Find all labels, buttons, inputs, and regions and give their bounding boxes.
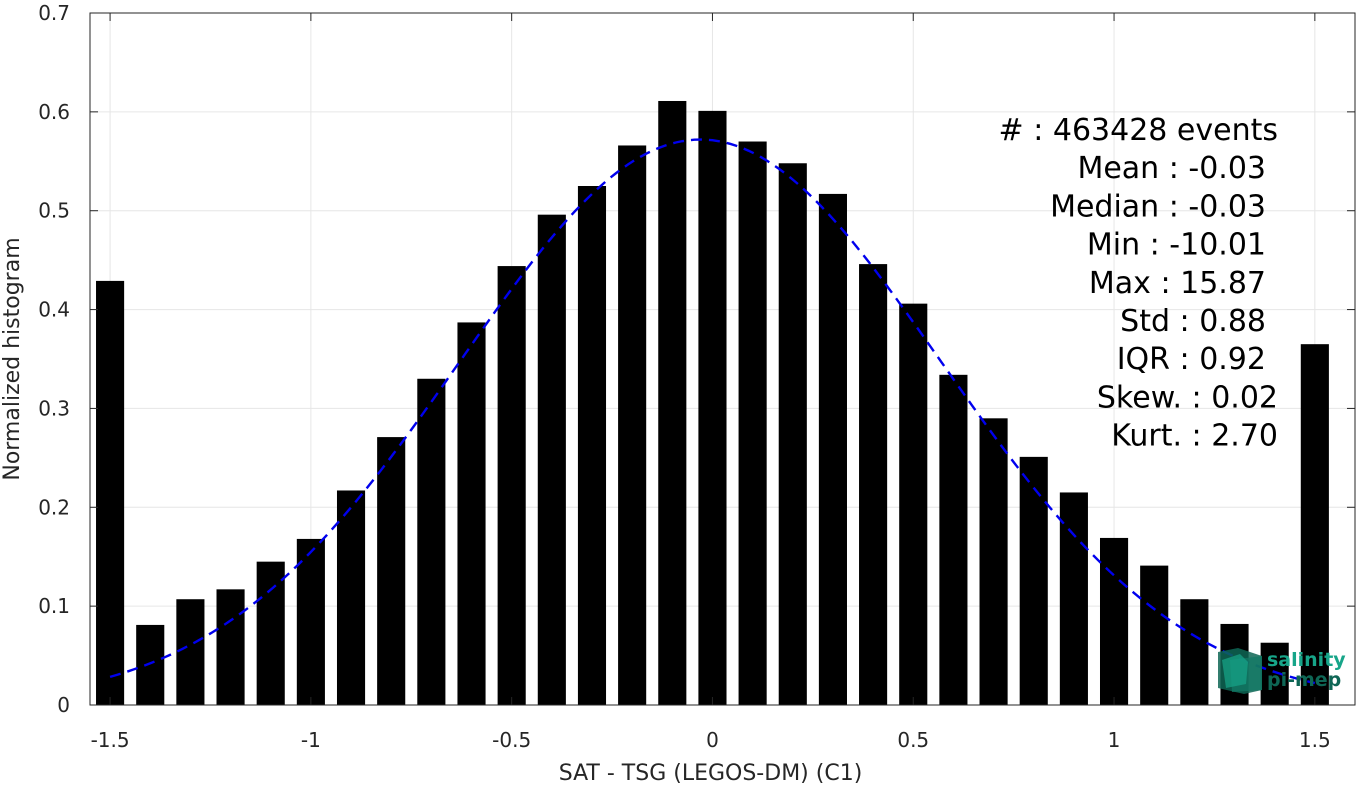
bar-26 [1140, 565, 1169, 705]
bar-18 [818, 193, 847, 705]
bar-22 [979, 418, 1008, 705]
bar-16 [738, 141, 767, 705]
y-tick-label-6: 0.6 [38, 100, 70, 124]
bar-24 [1059, 492, 1088, 705]
stats-line-4: Max : 15.87 [1089, 266, 1266, 301]
stats-line-5: Std : 0.88 [1120, 304, 1266, 339]
fit-curve [109, 138, 1316, 685]
x-tick-label-4: 0.5 [897, 728, 929, 752]
bar-10 [497, 266, 526, 705]
x-tick-label-2: -0.5 [492, 728, 531, 752]
bar-19 [859, 264, 888, 705]
x-tick-label-1: -1 [301, 728, 321, 752]
stats-line-8: Kurt. : 2.70 [1111, 419, 1278, 454]
bar-29 [1260, 642, 1289, 705]
logo-text-line2: pi-mep [1267, 669, 1341, 691]
y-tick-label-5: 0.5 [38, 199, 70, 223]
bar-1 [136, 624, 165, 705]
salinity-pimep-logo: salinity pi-mep [1218, 648, 1346, 694]
bar-6 [336, 490, 366, 705]
bar-9 [457, 322, 486, 705]
bar-27 [1180, 599, 1209, 705]
bar-20 [899, 303, 928, 705]
y-tick-label-4: 0.4 [38, 298, 70, 322]
bar-4 [256, 561, 285, 705]
axes-frame [89, 12, 1356, 706]
stats-line-7: Skew. : 0.02 [1097, 380, 1278, 415]
x-tick-label-3: 0 [706, 728, 719, 752]
bar-5 [296, 538, 325, 705]
bar-23 [1019, 456, 1048, 705]
y-tick-label-2: 0.2 [38, 495, 70, 519]
bar-11 [537, 214, 566, 705]
stats-line-1: Mean : -0.03 [1077, 151, 1266, 186]
bars [96, 100, 1329, 706]
bar-15 [698, 110, 727, 705]
x-axis-ticks: -1.5 -1 -0.5 0 0.5 1 1.5 [91, 13, 1331, 752]
x-tick-label-6: 1.5 [1299, 728, 1331, 752]
cube-icon [1218, 648, 1262, 694]
bar-7 [377, 437, 406, 705]
stats-line-3: Min : -10.01 [1087, 228, 1266, 263]
bar-25 [1099, 537, 1129, 705]
bar-8 [417, 378, 446, 705]
stats-line-6: IQR : 0.92 [1117, 342, 1266, 377]
x-axis-label: SAT - TSG (LEGOS-DM) (C1) [559, 761, 863, 785]
y-tick-label-3: 0.3 [38, 396, 70, 420]
stats-line-2: Median : -0.03 [1050, 189, 1266, 224]
stats-line-0: # : 463428 events [999, 113, 1278, 148]
bar-13 [618, 145, 647, 705]
y-tick-label-0: 0 [57, 693, 70, 717]
bar-0 [96, 280, 125, 705]
x-tick-label-5: 1 [1108, 728, 1121, 752]
y-tick-label-7: 0.7 [38, 1, 70, 25]
bar-21 [939, 374, 968, 705]
y-axis-ticks: 0 0.1 0.2 0.3 0.4 0.5 0.6 0.7 [38, 1, 1355, 717]
y-axis-label: Normalized histogram [0, 237, 25, 480]
bar-30 [1300, 344, 1329, 705]
bar-17 [778, 163, 807, 705]
bar-14 [658, 100, 687, 706]
bar-2 [176, 599, 205, 705]
logo-text-line1: salinity [1267, 649, 1346, 671]
x-tick-label-0: -1.5 [91, 728, 130, 752]
y-tick-label-1: 0.1 [38, 594, 70, 618]
bar-12 [577, 186, 607, 705]
bar-3 [216, 589, 245, 705]
